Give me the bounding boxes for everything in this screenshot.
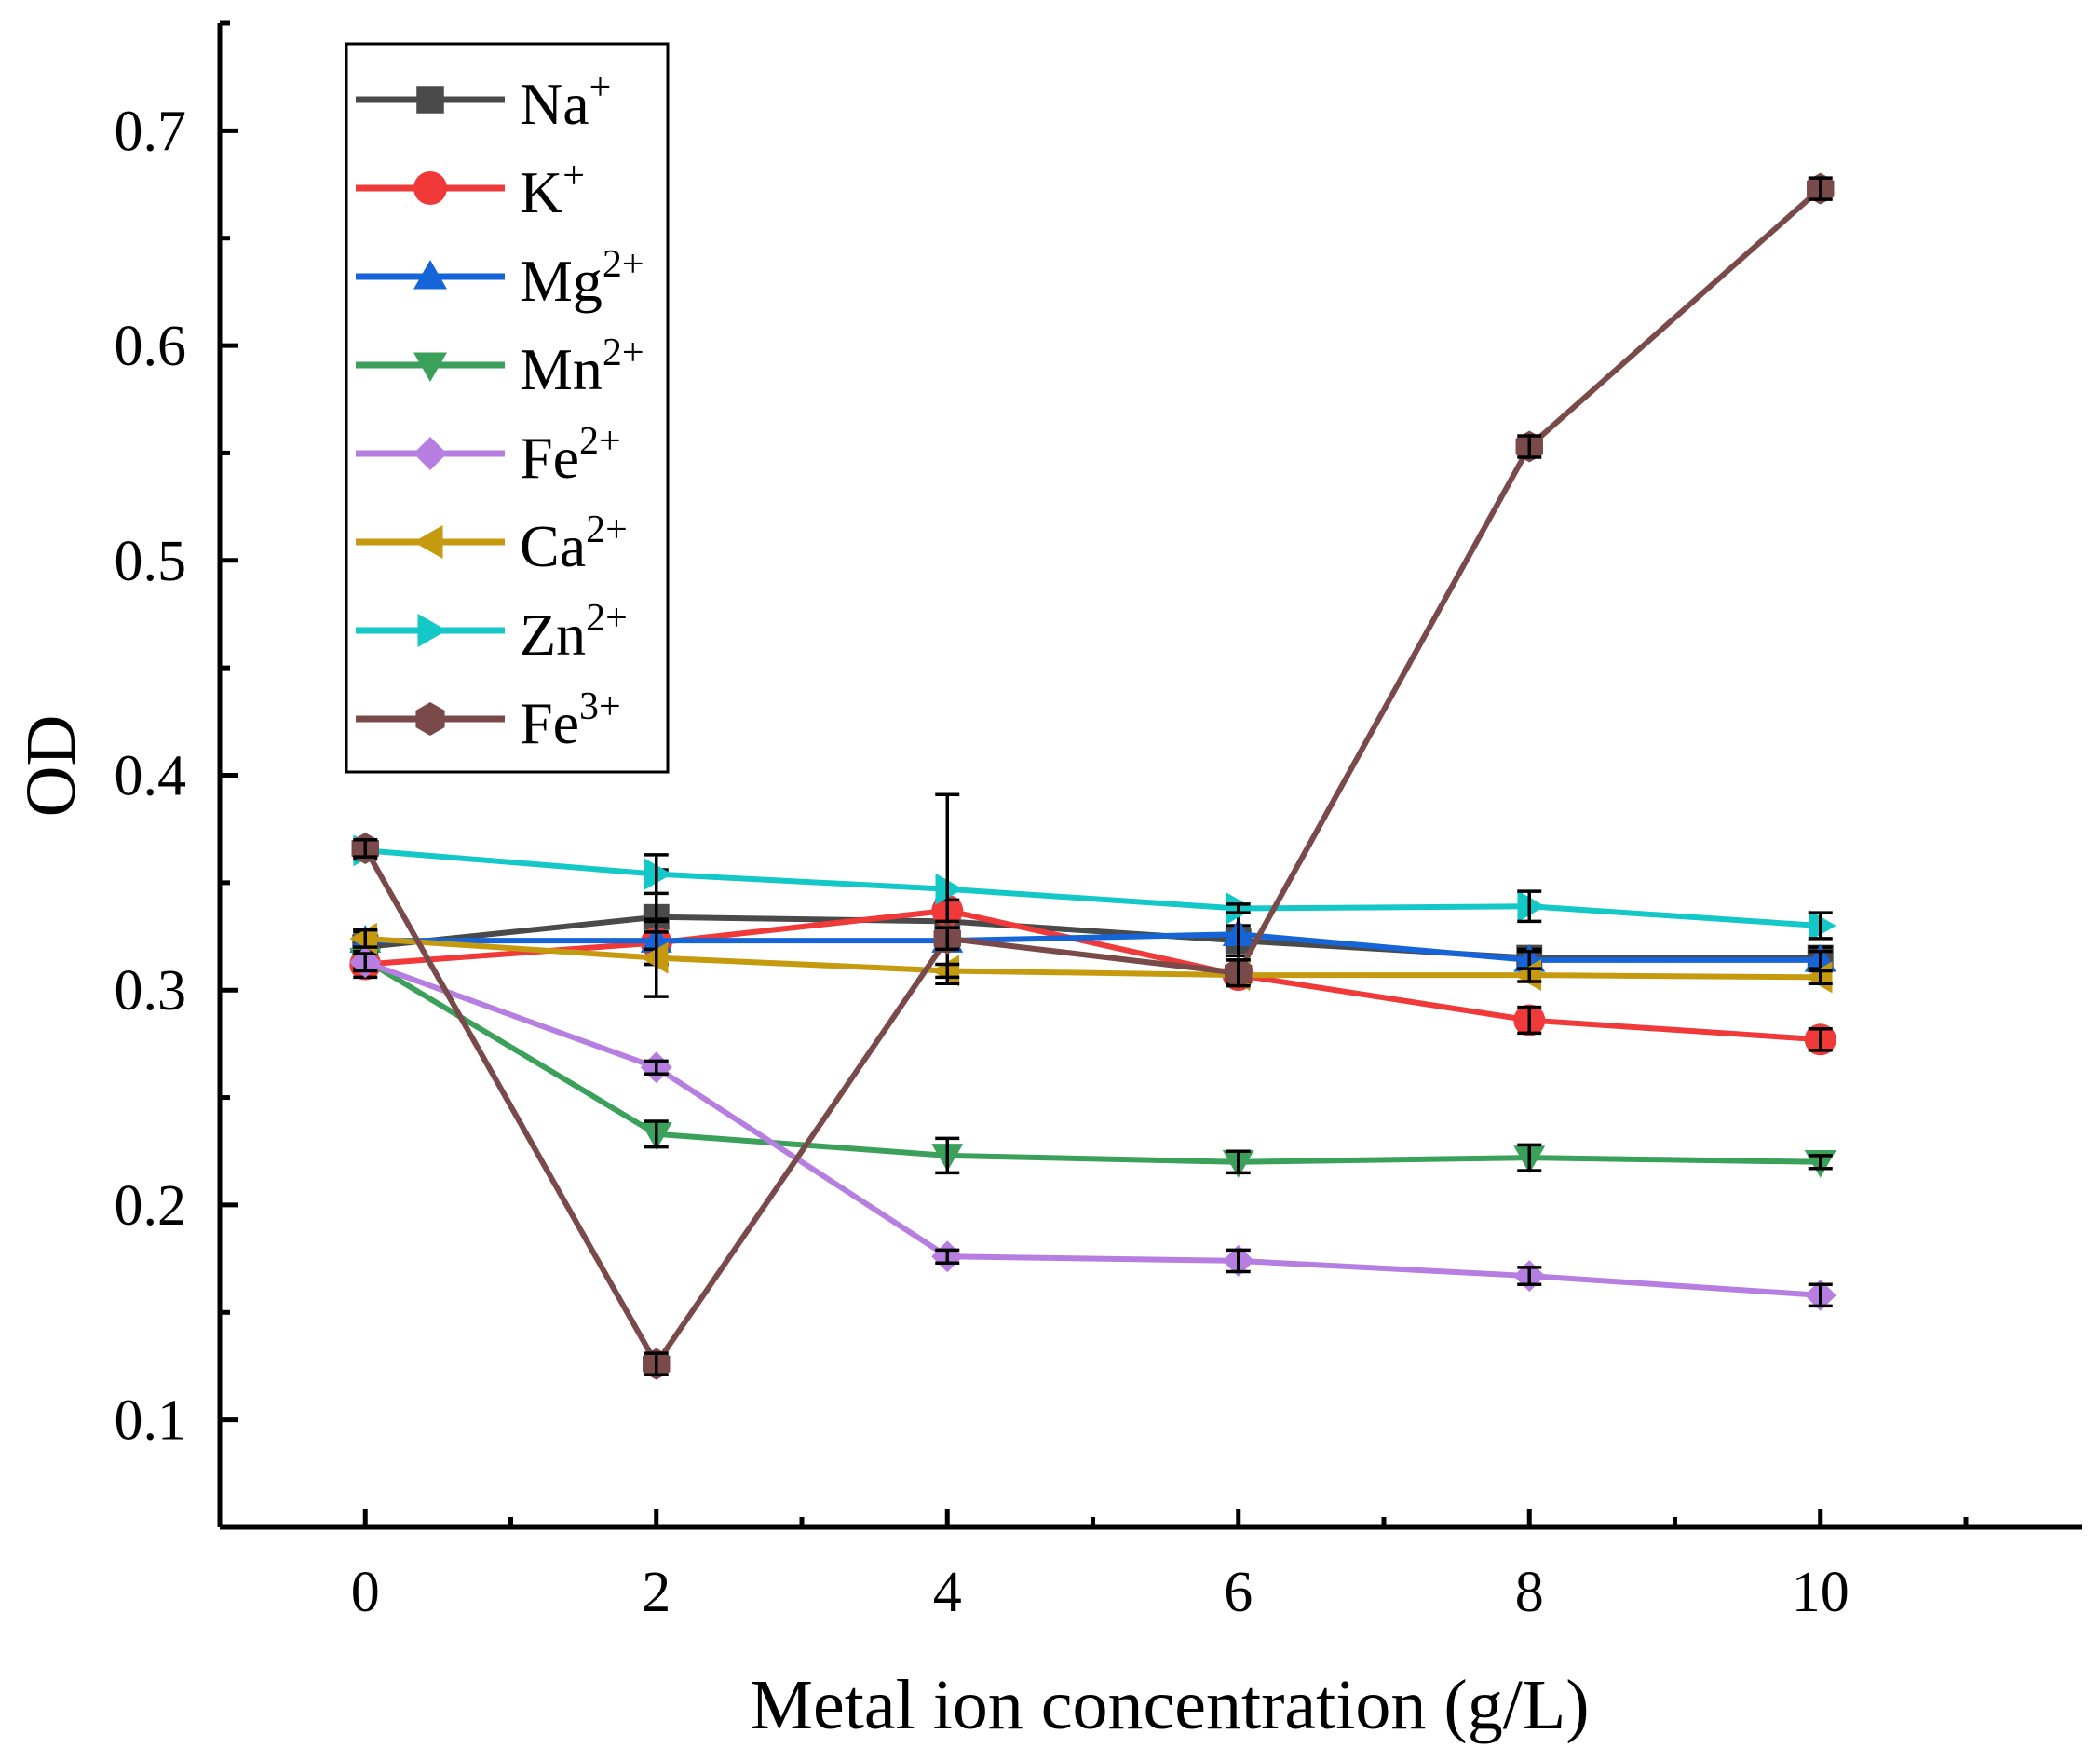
error-bar bbox=[1517, 889, 1542, 924]
legend-item: Na+ bbox=[356, 66, 611, 137]
error-bar bbox=[353, 837, 378, 859]
y-tick-label: 0.2 bbox=[115, 1174, 187, 1238]
y-axis-title: OD bbox=[12, 715, 90, 818]
legend-label: Mn2+ bbox=[520, 332, 644, 402]
legend-label: Ca2+ bbox=[520, 508, 628, 579]
error-bar bbox=[644, 1119, 669, 1149]
data-point bbox=[1809, 910, 1836, 941]
error-bar bbox=[1517, 1266, 1542, 1287]
legend-box bbox=[345, 42, 670, 774]
legend-swatch-marker bbox=[413, 171, 447, 205]
error-bar bbox=[644, 1059, 669, 1076]
error-bar bbox=[1517, 1143, 1542, 1172]
x-tick-label: 2 bbox=[642, 1561, 671, 1624]
legend-swatch-marker bbox=[416, 86, 444, 114]
legend-item: Mg2+ bbox=[356, 243, 644, 314]
series-line bbox=[365, 935, 1821, 981]
error-bar bbox=[1808, 1282, 1833, 1308]
legend-label: Fe3+ bbox=[520, 685, 621, 756]
legend-swatch-marker bbox=[413, 525, 443, 559]
y-tick-label: 0.1 bbox=[115, 1389, 187, 1453]
legend-swatch-marker bbox=[415, 702, 445, 736]
series-fe-3plus bbox=[351, 172, 1835, 1380]
legend: Na+ K+ Mg2+ Mn2+ Fe2+ Ca2+ Zn2+ Fe3+ bbox=[345, 42, 670, 774]
legend-label: Mg2+ bbox=[520, 243, 644, 314]
series-group bbox=[349, 172, 1836, 1380]
legend-swatch-marker bbox=[413, 260, 447, 290]
error-bar bbox=[935, 926, 960, 952]
y-tick-label: 0.3 bbox=[115, 959, 187, 1023]
y-tick-label: 0.6 bbox=[115, 315, 187, 378]
x-tick-label: 6 bbox=[1224, 1561, 1253, 1624]
legend-label: K+ bbox=[520, 155, 585, 225]
x-axis-title: Metal ion concentration (g/L) bbox=[750, 1666, 1589, 1744]
error-bar bbox=[1517, 967, 1542, 983]
series-line bbox=[365, 907, 1821, 1043]
error-bar bbox=[1226, 902, 1251, 914]
series-mn-2plus bbox=[349, 948, 1836, 1178]
error-bar bbox=[935, 1136, 960, 1175]
legend-item: Ca2+ bbox=[356, 508, 628, 579]
legend-label: Na+ bbox=[520, 66, 611, 137]
legend-swatch-marker bbox=[417, 614, 447, 647]
error-bar bbox=[644, 1351, 669, 1376]
y-tick-label: 0.4 bbox=[115, 745, 187, 808]
error-bar bbox=[1226, 1248, 1251, 1274]
legend-label: Fe2+ bbox=[520, 420, 621, 491]
legend-item: Mn2+ bbox=[356, 332, 644, 402]
legend-item: Fe2+ bbox=[356, 420, 621, 491]
error-bar bbox=[644, 853, 669, 896]
legend-item: K+ bbox=[356, 155, 585, 225]
y-tick-label: 0.5 bbox=[115, 530, 187, 593]
error-bar bbox=[1808, 176, 1833, 201]
x-tick-label: 4 bbox=[933, 1561, 962, 1624]
error-bar bbox=[1808, 1026, 1833, 1052]
x-tick-label: 8 bbox=[1515, 1561, 1544, 1624]
legend-label: Zn2+ bbox=[520, 597, 628, 668]
data-point bbox=[640, 941, 669, 974]
series-fe-2plus bbox=[349, 946, 1836, 1311]
error-bar bbox=[1808, 911, 1833, 941]
error-bar bbox=[644, 917, 669, 998]
error-bar bbox=[1226, 958, 1251, 988]
series-line bbox=[365, 847, 1821, 928]
legend-item: Zn2+ bbox=[356, 597, 628, 668]
error-bar bbox=[1517, 434, 1542, 459]
series-line bbox=[362, 186, 1822, 1367]
legend-item: Fe3+ bbox=[356, 685, 621, 756]
series-line bbox=[365, 931, 1821, 963]
error-bar bbox=[353, 928, 378, 949]
error-bar bbox=[1226, 1149, 1251, 1175]
error-bar bbox=[935, 1248, 960, 1265]
error-bar bbox=[1808, 969, 1833, 986]
y-tick-label: 0.7 bbox=[115, 100, 187, 163]
x-tick-label: 0 bbox=[351, 1561, 380, 1624]
error-bar bbox=[1517, 1005, 1542, 1036]
legend-swatch-marker bbox=[413, 437, 447, 470]
error-bar bbox=[353, 952, 378, 973]
data-point bbox=[1226, 892, 1254, 925]
data-point bbox=[935, 873, 964, 905]
ticks: 0.1 0.2 0.3 0.4 0.5 0.6 0.7 0 2 4 6 8 10 bbox=[115, 20, 1969, 1624]
series-mg-2plus bbox=[349, 906, 1836, 972]
series-line bbox=[364, 959, 1821, 1298]
data-point bbox=[1517, 890, 1546, 923]
x-tick-label: 10 bbox=[1792, 1561, 1849, 1624]
error-bar bbox=[1808, 1154, 1833, 1171]
legend-swatch-marker bbox=[413, 352, 447, 382]
series-line bbox=[363, 957, 1821, 1165]
data-point bbox=[644, 858, 672, 890]
